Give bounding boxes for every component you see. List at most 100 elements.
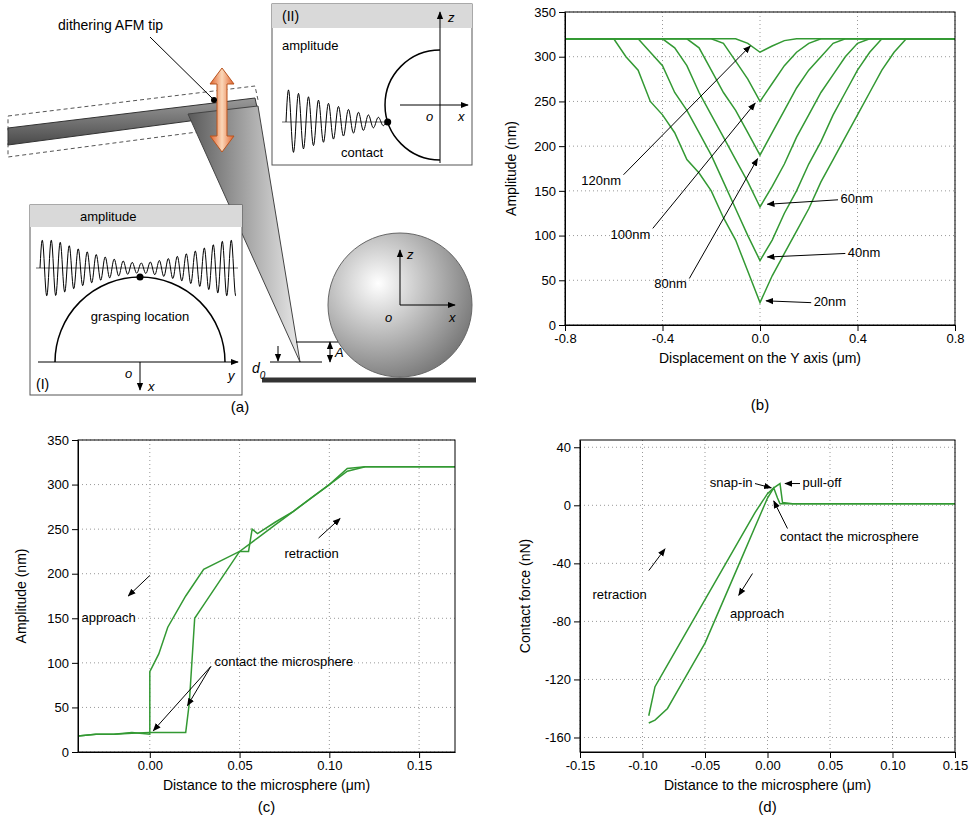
tick-mark [329,752,330,758]
wave-baseline [282,122,388,123]
microsphere [328,233,472,377]
x-tick-label: -0.10 [628,758,658,773]
axis-letter: x [147,379,155,394]
axis-letter: x [457,109,465,124]
y-tick-label: 300 [47,477,69,492]
y-tick: 40 [557,440,580,455]
grid-line [565,146,955,147]
x-tick: -0.4 [652,325,674,346]
dither-arrow [210,68,234,152]
x-tick: -0.15 [566,752,596,773]
oscillation [40,240,236,295]
y-tick: -120 [545,672,580,687]
x-tick-label: 0.10 [880,758,905,773]
x-axis: -0.8-0.40.00.40.8 [554,325,964,346]
leader-arrow [739,574,753,596]
axis-arrow [400,250,401,305]
x-tick-label: 0.05 [227,758,252,773]
tick-mark [574,737,580,738]
y-tick: 0 [564,498,580,513]
leader-arrow [774,501,788,529]
contact-point [384,119,391,126]
inset-box [272,4,472,165]
tip-leader-dot [211,97,217,103]
x-axis: -0.15-0.10-0.050.000.050.100.15 [566,752,968,773]
grid-line [78,573,455,574]
series-label: 40nm [848,245,881,260]
y-tick: -160 [545,730,580,745]
x-tick: 0.00 [138,752,163,773]
panel-caption: (c) [258,798,276,815]
grid-line [580,621,955,622]
x-tick: 0.05 [818,752,843,773]
grid [565,12,955,325]
leader-arrow [767,253,845,257]
axis-line [78,441,79,753]
y-tick-label: 150 [534,184,556,199]
leader-arrow [649,549,665,571]
grid-line [580,679,955,680]
annotation: pull-off [803,475,842,490]
grid-line [760,12,761,325]
grid-line [580,563,955,564]
inset-signal: amplitude [80,209,136,224]
series-line [565,39,955,207]
series-line [565,39,955,52]
y-tick: 300 [534,49,565,64]
y-tick-label: 0 [564,498,571,513]
y-tick-label: 40 [557,440,571,455]
diagram-panel: dithering AFM tip(II)amplitudezxocontact… [8,4,476,415]
x-tick-label: -0.4 [652,331,674,346]
tick-mark [760,325,761,331]
plot-area [78,467,455,736]
inset-tag: (II) [282,8,299,24]
grid-line [705,440,706,752]
y-tick: -40 [552,556,580,571]
plot-area [565,39,955,303]
tick-mark [574,679,580,680]
x-tick: -0.8 [554,325,576,346]
grid-line [78,484,455,485]
axis-letter: x [448,310,456,325]
y-tick-label: 150 [47,611,69,626]
labels: approachretractionsnap-inpull-offcontact… [593,475,919,621]
tick-mark [559,146,565,147]
y-tick: 250 [47,522,78,537]
grid-line [78,529,455,530]
sphere-outline [55,277,225,362]
axis-arrow [140,362,141,390]
x-tick: 0.10 [317,752,342,773]
y-tick: 100 [47,656,78,671]
leader-arrow [128,575,150,596]
series-line [565,39,955,102]
grid-line [419,440,420,752]
x-tick-label: -0.15 [566,758,596,773]
oscillation [286,90,388,152]
grid [78,440,455,752]
grid-line [857,12,858,325]
tick-mark [72,529,78,530]
leader-arrow [767,200,838,204]
tick-mark [419,752,420,758]
x-tick: 0.4 [849,325,867,346]
x-axis-title: Displacement on the Y axis (μm) [659,350,861,366]
tick-mark [72,440,78,441]
wave-baseline [36,268,238,269]
series-label: approach [730,606,784,621]
panel-caption: (b) [751,396,769,413]
apex-level [270,362,322,363]
x-tick-label: 0.0 [751,331,769,346]
x-axis-title: Distance to the microsphere (μm) [664,777,871,793]
gap-letter-sub: 0 [260,370,266,381]
x-tick: 0.05 [227,752,252,773]
axis-arrow [400,305,455,306]
axis-line [565,13,566,326]
tick-mark [72,485,78,486]
y-tick-label: 200 [534,139,556,154]
tick-mark [955,325,956,331]
tick-mark [580,752,581,758]
tick-mark [240,752,241,758]
y-tick: 0 [549,318,565,333]
y-tick-label: 50 [55,700,69,715]
tick-mark [574,563,580,564]
